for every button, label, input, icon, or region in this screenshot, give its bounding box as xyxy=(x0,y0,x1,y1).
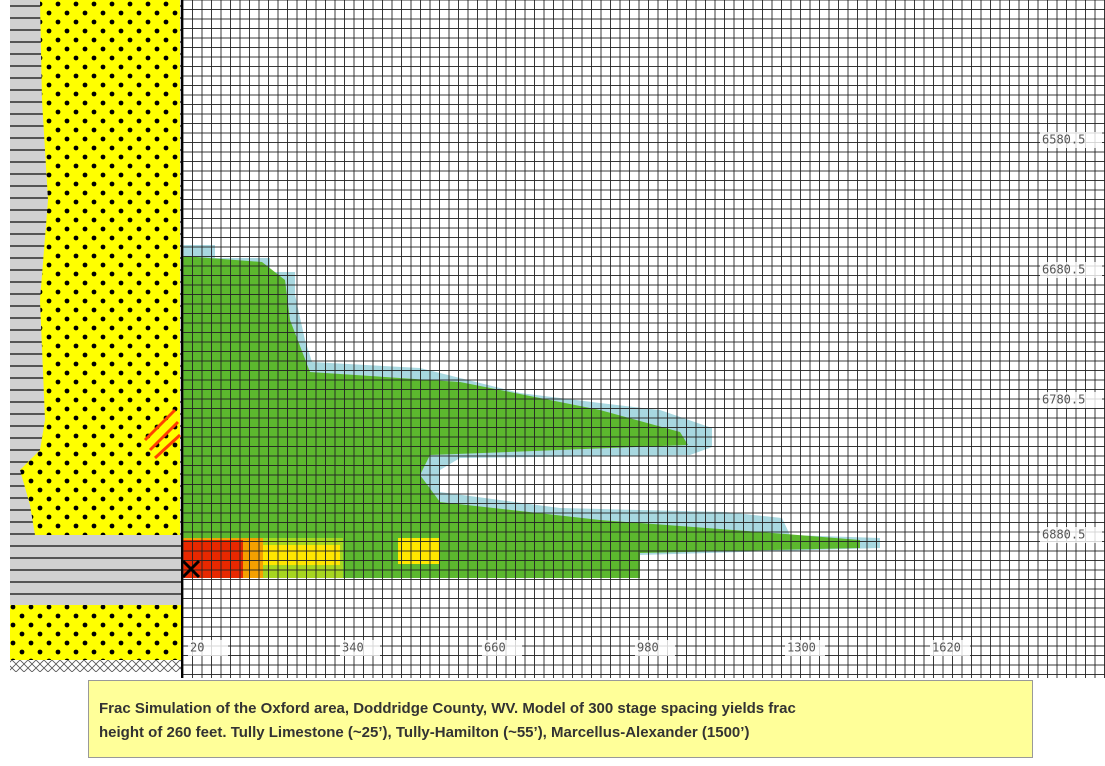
lithology-basement xyxy=(10,660,182,672)
label-bg xyxy=(1040,262,1102,278)
lithology-sandstone xyxy=(20,0,180,535)
caption-line: Frac Simulation of the Oxford area, Dodd… xyxy=(99,700,796,717)
grid xyxy=(183,0,1105,678)
label-bg xyxy=(482,640,522,656)
lithology-sandstone-base xyxy=(10,605,182,660)
depth-label: 6680.5 xyxy=(1042,263,1085,277)
depth-label: 6580.5 xyxy=(1042,133,1085,147)
label-bg xyxy=(635,640,675,656)
well-marker xyxy=(181,559,201,579)
frac-figure: 6580.5 6680.5 6780.5 6880.5 20 340 660 980 1300 1… xyxy=(10,0,1105,678)
limestone-marker xyxy=(143,408,182,460)
lithology-shale-band xyxy=(45,540,180,600)
distance-label: 20 xyxy=(190,641,204,655)
distance-label: 660 xyxy=(484,641,506,655)
depth-label: 6880.5 xyxy=(1042,528,1085,542)
label-bg xyxy=(1040,527,1102,543)
distance-label: 340 xyxy=(342,641,364,655)
distance-label: 980 xyxy=(637,641,659,655)
distance-label: 1620 xyxy=(932,641,961,655)
caption: Frac Simulation of the Oxford area, Dodd… xyxy=(88,680,1033,758)
label-bg xyxy=(785,640,825,656)
label-bg xyxy=(1040,132,1102,148)
label-bg xyxy=(930,640,970,656)
label-bg xyxy=(340,640,380,656)
caption-line: height of 260 feet. Tully Limestone (~25… xyxy=(99,724,750,741)
label-bg xyxy=(188,640,228,656)
depth-label: 6780.5 xyxy=(1042,393,1085,407)
label-bg xyxy=(1040,392,1102,408)
distance-label: 1300 xyxy=(787,641,816,655)
